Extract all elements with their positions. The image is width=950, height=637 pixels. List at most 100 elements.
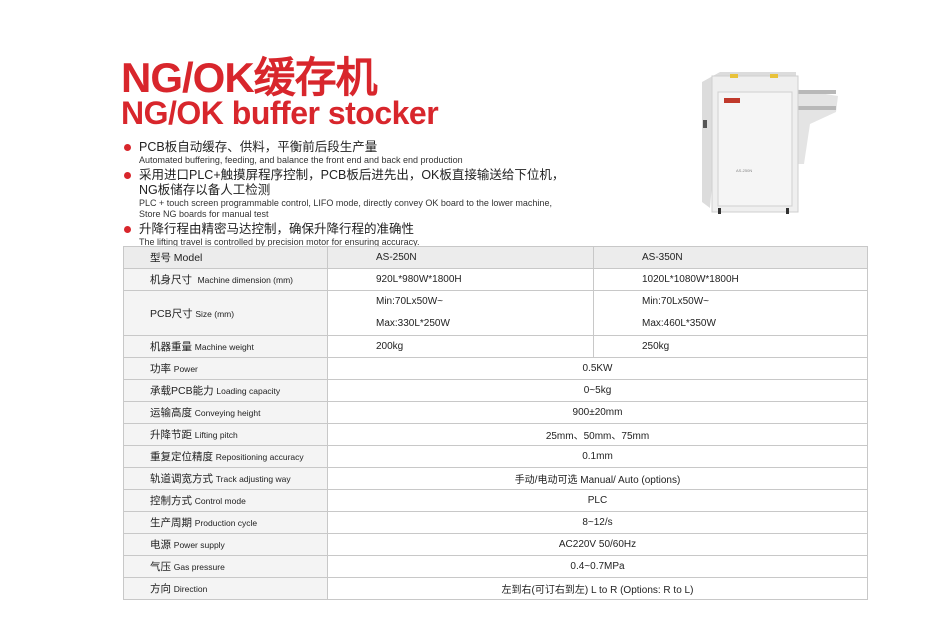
label-en: Repositioning accuracy: [215, 452, 304, 462]
value-text: 8~12/s: [582, 517, 613, 528]
value-a: 200kg: [327, 335, 594, 358]
title-english: NG/OK buffer stocker: [121, 95, 439, 131]
spec-label: 运输高度 Conveying height: [123, 401, 328, 424]
value-max: Max:460L*350W: [642, 318, 716, 329]
spec-label: 机器重量 Machine weight: [123, 335, 328, 358]
spec-table: 型号 Model AS-250N AS-350N 机身尺寸 Machine di…: [123, 246, 868, 600]
label-en: Conveying height: [194, 408, 261, 418]
machine-badge: AS-250N: [736, 168, 752, 173]
label-cn: 机器重量: [150, 341, 192, 353]
spec-label: 气压 Gas pressure: [123, 555, 328, 578]
table-row: 重复定位精度 Repositioning accuracy 0.1mm: [123, 445, 868, 468]
label-en: Gas pressure: [173, 562, 225, 572]
value-text: 左到右(可订右到左): [501, 585, 589, 596]
label-cn: PCB尺寸: [150, 307, 193, 320]
feature-item: PCB板自动缓存、供料，平衡前后段生产量 Automated buffering…: [123, 140, 643, 166]
value-text: 0.4~0.7MPa: [570, 561, 625, 572]
label-cn: 方向: [150, 583, 171, 595]
label-en: Machine weight: [194, 342, 254, 352]
table-row: 控制方式 Control mode PLC: [123, 489, 868, 512]
value-text-en: L to R (Options: R to L): [591, 585, 694, 596]
table-row: 生产周期 Production cycle 8~12/s: [123, 511, 868, 534]
label-en: Loading capacity: [216, 386, 281, 396]
model-b: AS-350N: [593, 246, 868, 269]
model-a: AS-250N: [327, 246, 594, 269]
spec-label: 型号 Model: [123, 246, 328, 269]
bullet-icon: [124, 226, 131, 233]
value-min: Min:70Lx50W~: [642, 296, 709, 307]
value-text: PLC: [587, 495, 608, 506]
label-cn: 承载PCB能力: [150, 385, 214, 397]
value-a: Min:70Lx50W~ Max:330L*250W: [327, 290, 594, 336]
value-text: 手动/电动可选: [514, 475, 578, 486]
value-shared: 0.1mm: [327, 445, 868, 468]
table-row: 气压 Gas pressure 0.4~0.7MPa: [123, 555, 868, 578]
table-row: 机身尺寸 Machine dimension (mm) 920L*980W*18…: [123, 268, 868, 291]
value-text: 900±20mm: [572, 407, 623, 418]
spec-label: 生产周期 Production cycle: [123, 511, 328, 534]
table-row: 机器重量 Machine weight 200kg 250kg: [123, 335, 868, 358]
label-en: Machine dimension (mm): [197, 275, 293, 285]
value-shared: 0.5KW: [327, 357, 868, 380]
spec-label: 轨道调宽方式 Track adjusting way: [123, 467, 328, 490]
value-text: AC220V 50/60Hz: [558, 539, 637, 550]
value-shared: 左到右(可订右到左) L to R (Options: R to L): [327, 577, 868, 600]
spec-label: 机身尺寸 Machine dimension (mm): [123, 268, 328, 291]
value-shared: 0.4~0.7MPa: [327, 555, 868, 578]
value-shared: 25mm、50mm、75mm: [327, 423, 868, 446]
label-en: Direction: [173, 584, 208, 594]
spec-label: 电源 Power supply: [123, 533, 328, 556]
value-b: 1020L*1080W*1800H: [593, 268, 868, 291]
label-cn: 轨道调宽方式: [150, 473, 213, 485]
value-text: 0.1mm: [582, 451, 613, 462]
label-cn: 型号: [150, 252, 171, 264]
label-cn: 控制方式: [150, 495, 192, 507]
label-cn: 气压: [150, 561, 171, 573]
table-row: 电源 Power supply AC220V 50/60Hz: [123, 533, 868, 556]
feature-en: The lifting travel is controlled by prec…: [139, 237, 420, 247]
value-text: 25mm、50mm、75mm: [545, 431, 650, 442]
bullet-icon: [124, 144, 131, 151]
feature-cn-line2: NG板储存以备人工检测: [139, 183, 271, 197]
table-row: 运输高度 Conveying height 900±20mm: [123, 401, 868, 424]
spec-label: 功率 Power: [123, 357, 328, 380]
feature-item: 升降行程由精密马达控制，确保升降行程的准确性 The lifting trave…: [123, 222, 643, 248]
value-shared: AC220V 50/60Hz: [327, 533, 868, 556]
table-row: PCB尺寸 Size (mm) Min:70Lx50W~ Max:330L*250…: [123, 290, 868, 336]
table-row: 升降节距 Lifting pitch 25mm、50mm、75mm: [123, 423, 868, 446]
value-a: 920L*980W*1800H: [327, 268, 594, 291]
feature-en: PLC + touch screen programmable control,…: [139, 198, 552, 208]
spec-label: 控制方式 Control mode: [123, 489, 328, 512]
label-en: Model: [173, 252, 203, 264]
value-b: Min:70Lx50W~ Max:460L*350W: [593, 290, 868, 336]
value-shared: 0~5kg: [327, 379, 868, 402]
label-cn: 重复定位精度: [150, 451, 213, 463]
feature-list: PCB板自动缓存、供料，平衡前后段生产量 Automated buffering…: [123, 140, 643, 250]
bullet-icon: [124, 172, 131, 179]
value-shared: 手动/电动可选 Manual/ Auto (options): [327, 467, 868, 490]
label-en: Production cycle: [194, 518, 258, 528]
feature-en-line2: Store NG boards for manual test: [139, 209, 269, 219]
label-en: Lifting pitch: [194, 430, 238, 440]
value-text: 0~5kg: [583, 385, 612, 396]
feature-item: 采用进口PLC+触摸屏程序控制，PCB板后进先出，OK板直接输送给下位机， NG…: [123, 168, 643, 220]
label-en: Power: [173, 364, 198, 374]
spec-label: 承载PCB能力 Loading capacity: [123, 379, 328, 402]
label-en: Control mode: [194, 496, 246, 506]
label-cn: 运输高度: [150, 407, 192, 419]
value-min: Min:70Lx50W~: [376, 296, 443, 307]
spec-label: 升降节距 Lifting pitch: [123, 423, 328, 446]
table-row: 轨道调宽方式 Track adjusting way 手动/电动可选 Manual…: [123, 467, 868, 490]
value-text: 0.5KW: [582, 363, 613, 374]
label-en: Power supply: [173, 540, 225, 550]
value-text-en: Manual/ Auto (options): [580, 475, 681, 486]
label-cn: 升降节距: [150, 429, 192, 441]
spec-label: 重复定位精度 Repositioning accuracy: [123, 445, 328, 468]
label-cn: 生产周期: [150, 517, 192, 529]
title-chinese: NG/OK缓存机: [121, 54, 378, 101]
label-cn: 机身尺寸: [150, 274, 192, 286]
spec-label: PCB尺寸 Size (mm): [123, 290, 328, 336]
label-cn: 功率: [150, 363, 171, 375]
table-row: 承载PCB能力 Loading capacity 0~5kg: [123, 379, 868, 402]
value-shared: 8~12/s: [327, 511, 868, 534]
